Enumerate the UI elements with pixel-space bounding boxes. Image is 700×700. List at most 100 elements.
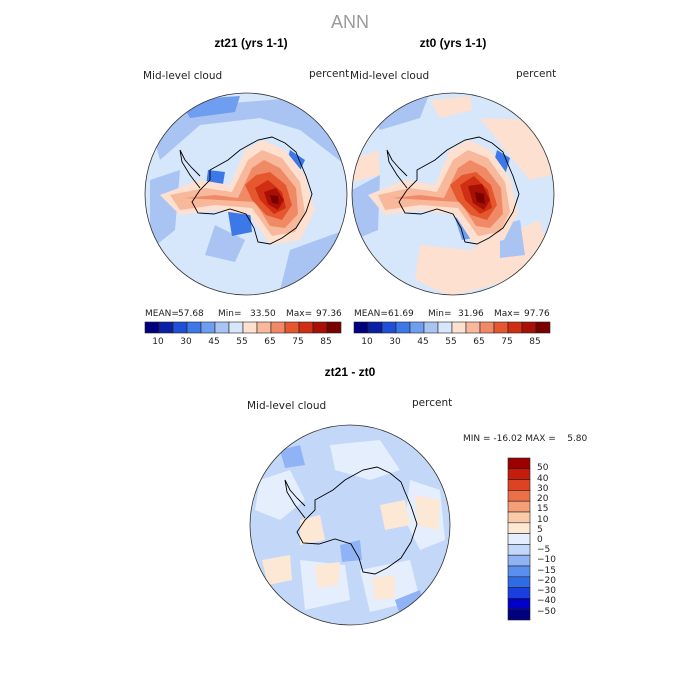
colorbar-swatch [507, 321, 523, 334]
units-label: percent [412, 397, 452, 409]
colorbar-swatch [465, 321, 481, 334]
units-label: percent [309, 68, 349, 80]
colorbar-tick: −5 [537, 545, 550, 555]
colorbar-tick: 85 [320, 337, 331, 347]
colorbar-tick: 55 [445, 337, 456, 347]
colorbar-swatch [144, 321, 160, 334]
colorbar-swatch [437, 321, 453, 334]
colorbar-swatch [507, 468, 531, 480]
panel-title: zt21 (yrs 1-1) [214, 36, 287, 50]
mean-value: 57.68 [178, 309, 204, 319]
colorbar-swatch [535, 321, 551, 334]
colorbar-swatch [158, 321, 174, 334]
colorbar-swatch [228, 321, 244, 334]
map-zt21 [145, 93, 347, 295]
colorbar-tick: 45 [208, 337, 219, 347]
page-title: ANN [331, 12, 369, 32]
panel-title: zt0 (yrs 1-1) [420, 36, 487, 50]
colorbar-swatch [256, 321, 272, 334]
colorbar-tick: 85 [529, 337, 540, 347]
colorbar-swatch [326, 321, 342, 334]
colorbar-ticks: 10 30 45 55 65 75 85 95 [152, 337, 331, 347]
colorbar-tick: 5 [537, 525, 543, 535]
colorbar-swatch [242, 321, 258, 334]
colorbar-tick: 10 [361, 337, 373, 347]
colorbar-swatch [507, 511, 531, 524]
field-label: Mid-level cloud [143, 70, 222, 82]
colorbar-swatch [507, 500, 531, 513]
colorbar-tick: −50 [537, 607, 556, 617]
max-label: Max= [494, 309, 520, 319]
max-value: 97.76 [524, 309, 550, 319]
colorbar-tick: 0 [537, 535, 543, 545]
colorbar-swatch [381, 321, 397, 334]
colorbar-tick: 75 [292, 337, 303, 347]
colorbar-swatch [521, 321, 537, 334]
colorbar-swatch [284, 321, 300, 334]
colorbar-swatch [507, 479, 531, 491]
colorbar-swatch [298, 321, 314, 334]
mean-label: MEAN= [145, 309, 179, 319]
colorbar-swatch [507, 522, 531, 534]
map-zt0 [352, 93, 554, 295]
colorbar-tick: −40 [537, 596, 556, 606]
colorbar-tick: −30 [537, 586, 556, 596]
colorbar-swatch [507, 565, 531, 578]
colorbar-swatch [507, 457, 531, 470]
colorbar-swatch [214, 321, 230, 334]
mean-value: 61.69 [388, 309, 414, 319]
colorbar-swatch [312, 321, 328, 334]
colorbar-swatch [507, 554, 531, 567]
colorbar-tick: 10 [537, 515, 549, 525]
colorbar-swatch [507, 576, 531, 588]
map-difference [250, 425, 450, 625]
colorbar-swatch [353, 321, 369, 334]
colorbar-tick: 30 [180, 337, 192, 347]
colorbar-tick: 30 [389, 337, 401, 347]
colorbar-swatch [409, 321, 425, 334]
panel-zt21: zt21 (yrs 1-1) Mid-level cloud percent [143, 36, 349, 347]
colorbar-swatch [270, 321, 286, 334]
minmax-label: MIN = -16.02 MAX = 5.80 [463, 434, 588, 444]
colorbar-tick: 50 [537, 463, 549, 473]
colorbar-tick: 45 [417, 337, 428, 347]
min-value: 31.96 [458, 309, 484, 319]
min-label: Min= [218, 309, 242, 319]
max-label: Max= [286, 309, 312, 319]
panel-zt0: zt0 (yrs 1-1) Mid-level cloud percent [350, 36, 556, 347]
colorbar-swatch [451, 321, 467, 334]
colorbar-tick: 65 [264, 337, 275, 347]
units-label: percent [516, 68, 556, 80]
field-label: Mid-level cloud [350, 70, 429, 82]
field-label: Mid-level cloud [247, 400, 326, 412]
colorbar-swatch [367, 321, 383, 334]
colorbar-tick: 30 [537, 484, 549, 494]
colorbar-tick: 20 [537, 494, 549, 504]
colorbar-tick: −20 [537, 576, 556, 586]
colorbar [507, 457, 531, 621]
colorbar-tick: 65 [473, 337, 484, 347]
colorbar-swatch [507, 608, 531, 621]
colorbar-tick: 15 [537, 504, 548, 514]
panel-title: zt21 - zt0 [325, 365, 376, 379]
colorbar-tick: −15 [537, 566, 556, 576]
min-value: 33.50 [250, 309, 276, 319]
colorbar-swatch [507, 490, 531, 502]
colorbar-swatch [493, 321, 509, 334]
colorbar-swatch [200, 321, 216, 334]
colorbar [353, 321, 551, 334]
colorbar-tick: 55 [236, 337, 247, 347]
colorbar-ticks: 10 30 45 55 65 75 85 [361, 337, 540, 347]
colorbar-swatch [507, 533, 531, 545]
max-value: 97.36 [316, 309, 342, 319]
colorbar [144, 321, 342, 334]
colorbar-swatch [507, 544, 531, 556]
colorbar-tick: 75 [501, 337, 512, 347]
colorbar-swatch [507, 587, 531, 599]
colorbar-tick: 40 [537, 474, 549, 484]
min-label: Min= [428, 309, 452, 319]
mean-label: MEAN= [354, 309, 388, 319]
colorbar-tick: 10 [152, 337, 164, 347]
colorbar-tick: −10 [537, 555, 556, 565]
